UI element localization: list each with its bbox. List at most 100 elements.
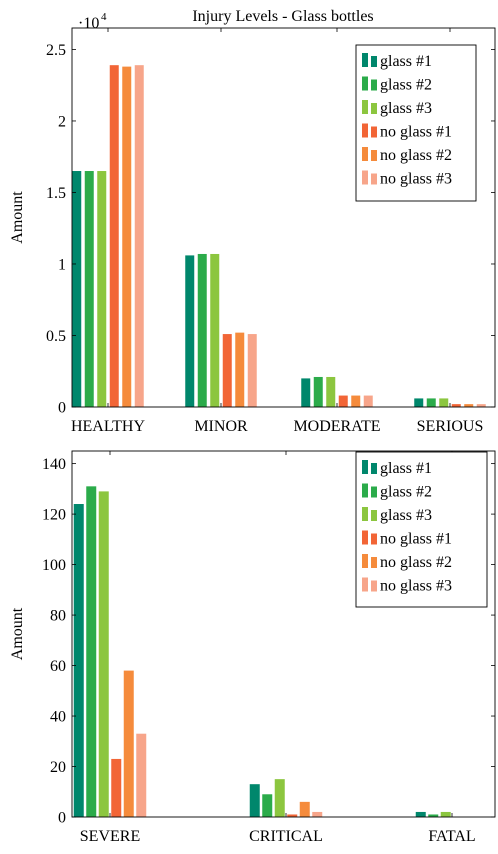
bar-serious-glass-2 <box>426 398 436 407</box>
legend-swatch <box>362 483 368 498</box>
bar-fatal-glass-3 <box>440 811 451 817</box>
legend-label: glass #1 <box>380 460 432 477</box>
legend-swatch <box>362 53 368 67</box>
legend-swatch <box>371 557 377 568</box>
bar-healthy-no-glass-3 <box>134 65 144 408</box>
bar-critical-no-glass-2 <box>299 801 310 817</box>
bar-serious-no-glass-2 <box>464 404 474 407</box>
y-tick-label: 0 <box>58 810 66 827</box>
legend-swatch <box>362 123 368 138</box>
y-tick-label: 140 <box>42 456 66 473</box>
bar-serious-glass-3 <box>439 398 449 407</box>
legend-label: glass #3 <box>380 100 432 117</box>
bar-critical-glass-2 <box>262 794 273 817</box>
y-tick-label: 20 <box>50 759 66 776</box>
x-tick-label: MODERATE <box>293 418 380 435</box>
legend-swatch <box>362 507 368 521</box>
legend-swatch <box>371 56 377 67</box>
legend-swatch <box>362 170 368 185</box>
legend-swatch <box>362 460 368 474</box>
y-tick-label: 40 <box>50 709 66 726</box>
chart-1 <box>71 27 496 408</box>
bar-critical-no-glass-3 <box>312 811 323 817</box>
bar-healthy-glass-2 <box>84 171 94 407</box>
bar-serious-glass-1 <box>414 398 424 407</box>
legend-swatch <box>371 580 377 592</box>
bar-moderate-no-glass-1 <box>338 395 348 407</box>
bar-critical-no-glass-1 <box>287 814 298 817</box>
y-tick-label: 0.5 <box>46 328 66 345</box>
legend-swatch <box>371 150 377 161</box>
legend-swatch <box>371 173 377 185</box>
y-tick-label: 120 <box>42 507 66 524</box>
legend-swatch <box>371 463 377 474</box>
legend-label: glass #2 <box>380 484 432 501</box>
legend-label: no glass #3 <box>380 171 452 188</box>
bar-moderate-no-glass-2 <box>351 395 361 407</box>
legend-swatch <box>371 533 377 545</box>
bar-severe-glass-2 <box>86 486 97 817</box>
bar-moderate-glass-2 <box>313 376 323 407</box>
legend-label: no glass #2 <box>380 147 452 164</box>
y-tick-label: 2.5 <box>46 42 66 59</box>
bar-minor-no-glass-1 <box>222 334 232 407</box>
bar-healthy-glass-1 <box>72 171 82 407</box>
legend-swatch <box>362 147 368 161</box>
chart-title: Injury Levels - Glass bottles <box>192 8 373 25</box>
bar-moderate-glass-1 <box>301 378 311 407</box>
bar-critical-glass-1 <box>249 784 260 817</box>
x-tick-label: CRITICAL <box>249 828 323 845</box>
bar-severe-no-glass-3 <box>136 733 147 817</box>
bar-severe-glass-1 <box>73 504 84 817</box>
legend-label: no glass #3 <box>380 578 452 595</box>
bar-healthy-no-glass-1 <box>109 65 119 408</box>
legend-swatch <box>362 577 368 592</box>
bar-healthy-glass-3 <box>97 171 107 407</box>
y-axis-label: Amount <box>9 191 26 244</box>
x-tick-label: SERIOUS <box>417 418 484 435</box>
legend-swatch <box>362 530 368 545</box>
legend-label: no glass #1 <box>380 124 452 141</box>
scale-factor-exponent: 4 <box>101 11 107 23</box>
bar-moderate-no-glass-3 <box>363 395 373 407</box>
legend-swatch <box>371 486 377 498</box>
bar-moderate-glass-3 <box>326 376 336 407</box>
bar-minor-glass-3 <box>210 253 220 407</box>
bar-minor-no-glass-2 <box>235 332 245 407</box>
legend-label: glass #3 <box>380 507 432 524</box>
bar-severe-no-glass-2 <box>123 670 134 817</box>
bar-minor-no-glass-3 <box>247 334 257 407</box>
legend-swatch <box>371 103 377 114</box>
legend-swatch <box>371 126 377 138</box>
bar-fatal-glass-1 <box>415 811 426 817</box>
x-tick-label: HEALTHY <box>71 418 146 435</box>
legend-swatch <box>371 79 377 91</box>
y-tick-label: 60 <box>50 658 66 675</box>
bar-serious-no-glass-3 <box>476 404 486 407</box>
legend-label: glass #2 <box>380 77 432 94</box>
scale-factor-label: ·10 <box>78 15 99 32</box>
bar-healthy-no-glass-2 <box>122 66 132 408</box>
x-tick-label: SEVERE <box>80 828 140 845</box>
bar-minor-glass-1 <box>185 255 195 407</box>
plot-frame <box>71 27 496 408</box>
y-tick-label: 0 <box>58 400 66 417</box>
legend-swatch <box>371 510 377 521</box>
legend-swatch <box>362 554 368 568</box>
bar-severe-glass-3 <box>98 491 109 817</box>
bar-critical-glass-3 <box>274 779 285 817</box>
legend-label: no glass #2 <box>380 554 452 571</box>
legend-label: glass #1 <box>380 53 432 70</box>
chart-2 <box>71 450 496 818</box>
legend-swatch <box>362 100 368 114</box>
legend-box <box>355 451 488 608</box>
y-tick-label: 100 <box>42 557 66 574</box>
legend-label: no glass #1 <box>380 531 452 548</box>
bar-severe-no-glass-1 <box>111 758 122 817</box>
x-tick-label: MINOR <box>194 418 248 435</box>
y-tick-label: 80 <box>50 608 66 625</box>
plot-frame <box>71 450 496 818</box>
x-tick-label: FATAL <box>428 828 475 845</box>
